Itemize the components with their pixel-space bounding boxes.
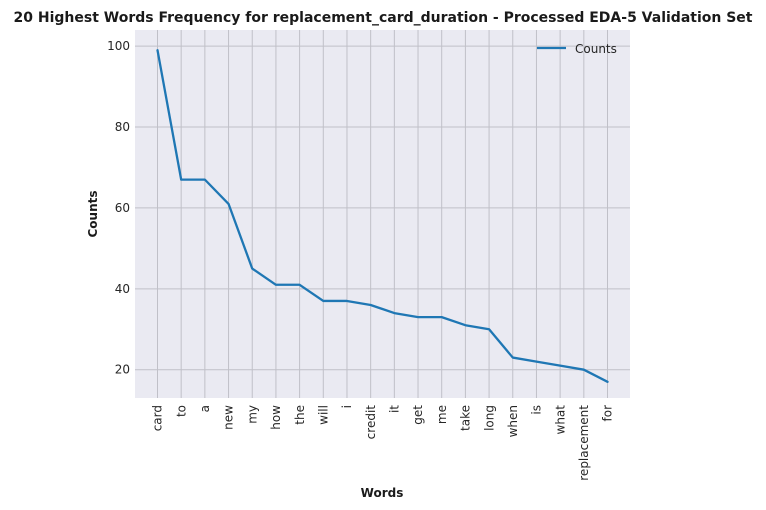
legend-label: Counts xyxy=(575,42,617,56)
x-tick-label: a xyxy=(198,405,212,412)
y-axis-ticks: 20 40 60 80 100 xyxy=(107,39,130,377)
x-tick-label: replacement xyxy=(577,405,591,481)
y-tick-label: 100 xyxy=(107,39,130,53)
chart-title: 20 Highest Words Frequency for replaceme… xyxy=(14,10,753,26)
x-tick-label: the xyxy=(293,405,307,425)
x-tick-label: get xyxy=(411,405,425,425)
grid-lines xyxy=(135,30,630,398)
y-tick-label: 60 xyxy=(115,201,130,215)
series-line-counts xyxy=(156,49,609,383)
x-tick-label: long xyxy=(482,405,496,431)
y-tick-label: 80 xyxy=(115,120,130,134)
x-tick-label: card xyxy=(151,405,165,431)
legend: Counts xyxy=(537,42,617,56)
x-tick-label: take xyxy=(459,405,473,431)
x-axis-label: Words xyxy=(361,486,404,500)
x-tick-label: when xyxy=(506,405,520,437)
x-tick-label: for xyxy=(601,405,615,422)
y-tick-label: 40 xyxy=(115,282,130,296)
x-tick-label: will xyxy=(316,405,330,425)
x-tick-label: my xyxy=(245,405,259,424)
x-tick-label: how xyxy=(269,405,283,430)
x-tick-label: to xyxy=(174,405,188,417)
x-tick-label: is xyxy=(530,405,544,415)
x-tick-label: it xyxy=(388,405,402,413)
y-tick-label: 20 xyxy=(115,363,130,377)
x-tick-label: new xyxy=(222,405,236,430)
x-tick-label: i xyxy=(340,405,354,408)
x-axis-ticks: card to a new my how the will i credit it get me take… xyxy=(151,405,615,481)
plot-area xyxy=(135,30,630,398)
x-tick-label: credit xyxy=(364,405,378,440)
x-tick-label: me xyxy=(435,405,449,424)
y-axis-label: Counts xyxy=(86,190,100,237)
x-tick-label: what xyxy=(553,405,567,435)
